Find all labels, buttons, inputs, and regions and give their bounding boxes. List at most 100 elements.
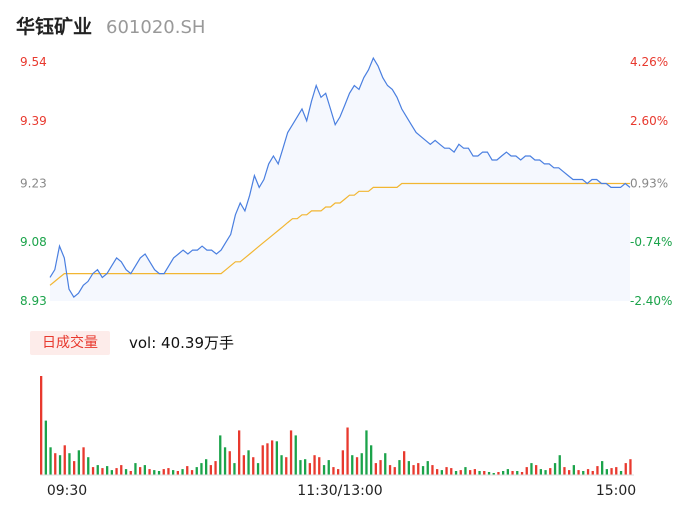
- chart-header: 华钰矿业 601020.SH: [16, 12, 205, 40]
- volume-bar: [134, 463, 137, 475]
- y-right-tick: -2.40%: [630, 294, 672, 308]
- price-line: [49, 56, 631, 299]
- volume-bar: [370, 445, 373, 475]
- stock-name: 华钰矿业: [16, 16, 93, 38]
- price-area: [50, 58, 630, 301]
- volume-bar: [568, 470, 571, 476]
- volume-bar: [469, 470, 472, 476]
- volume-bar: [63, 445, 66, 475]
- volume-bar: [266, 443, 269, 475]
- volume-bar: [374, 463, 377, 475]
- volume-bar: [351, 455, 354, 475]
- y-right-tick: -0.74%: [630, 235, 672, 249]
- volume-bar: [421, 466, 425, 475]
- volume-bar: [360, 453, 363, 475]
- volume-bar: [242, 455, 245, 475]
- volume-bar: [384, 453, 387, 475]
- volume-bar: [200, 463, 203, 475]
- volume-bar: [129, 471, 132, 475]
- volume-bar: [247, 450, 250, 476]
- volume-bar: [120, 465, 123, 475]
- volume-bar: [591, 471, 594, 475]
- volume-bar: [176, 471, 179, 475]
- volume-bar: [289, 430, 293, 475]
- volume-bar: [87, 457, 90, 475]
- volume-bar: [530, 463, 533, 475]
- volume-bar: [426, 461, 429, 475]
- volume-bar: [520, 472, 524, 475]
- volume-bar: [96, 465, 99, 475]
- volume-bar: [190, 470, 194, 476]
- volume-bar: [341, 450, 344, 476]
- volume-bar: [497, 472, 500, 475]
- volume-bar: [304, 459, 307, 475]
- volume-bar: [596, 466, 599, 475]
- volume-bar: [553, 463, 557, 475]
- volume-bar: [233, 463, 236, 475]
- y-left-tick: 9.54: [20, 55, 47, 69]
- volume-bar: [624, 463, 627, 475]
- volume-bar: [582, 471, 585, 475]
- volume-bar: [54, 453, 57, 475]
- volume-bar: [148, 469, 151, 475]
- stock-code: 601020.SH: [106, 17, 206, 38]
- volume-bar: [228, 451, 231, 475]
- volume-bar: [407, 461, 410, 475]
- volume-bar: [365, 430, 368, 475]
- volume-bar: [238, 430, 241, 475]
- volume-bar: [332, 467, 335, 475]
- y-left-tick: 9.39: [20, 114, 47, 128]
- x-tick: 15:00: [596, 483, 636, 499]
- volume-bar: [205, 459, 208, 475]
- volume-bar: [91, 467, 95, 475]
- volume-bar: [610, 468, 613, 475]
- volume-bar: [619, 471, 623, 475]
- volume-bar: [525, 467, 528, 475]
- volume-bar: [327, 460, 330, 475]
- volume-bar: [106, 466, 109, 475]
- volume-bar: [73, 461, 76, 475]
- volume-bar: [49, 447, 52, 475]
- volume-bar: [157, 471, 161, 475]
- volume-bar: [181, 469, 184, 475]
- volume-bar: [440, 470, 443, 476]
- volume-bar: [82, 447, 85, 475]
- y-right-tick: 2.60%: [630, 114, 668, 128]
- volume-bar: [110, 470, 113, 476]
- volume-bar: [417, 463, 420, 475]
- volume-bar: [558, 455, 561, 475]
- volume-bar: [379, 460, 382, 475]
- y-right-tick: 0.93%: [630, 176, 668, 190]
- volume-bar: [143, 465, 146, 475]
- x-tick: 09:30: [47, 483, 87, 499]
- volume-bar: [563, 467, 566, 475]
- volume-bar: [586, 469, 590, 475]
- volume-bar: [516, 471, 519, 475]
- volume-bar: [431, 465, 434, 475]
- volume-bar: [322, 465, 326, 475]
- y-right-tick: 4.26%: [630, 55, 668, 69]
- volume-bar: [68, 453, 71, 475]
- volume-tag: 日成交量: [30, 331, 110, 355]
- volume-bar: [398, 460, 401, 475]
- volume-bar: [412, 465, 415, 475]
- volume-bar: [502, 471, 505, 475]
- volume-bar: [436, 469, 439, 475]
- volume-bar: [346, 427, 349, 475]
- volume-bar: [219, 435, 222, 475]
- x-tick: 11:30/13:00: [297, 483, 382, 499]
- average-price-line: [49, 182, 630, 286]
- volume-bar: [58, 455, 62, 475]
- y-left-tick: 8.93: [20, 294, 47, 308]
- volume-bar: [478, 471, 481, 475]
- volume-bar: [492, 473, 495, 475]
- volume-bar: [506, 469, 509, 475]
- volume-bar: [308, 463, 311, 475]
- volume-bar: [629, 459, 632, 475]
- volume-bar: [280, 455, 283, 475]
- volume-bar: [275, 441, 278, 475]
- volume-bar: [124, 469, 128, 475]
- volume-bar: [214, 461, 217, 475]
- volume-bar: [271, 440, 274, 475]
